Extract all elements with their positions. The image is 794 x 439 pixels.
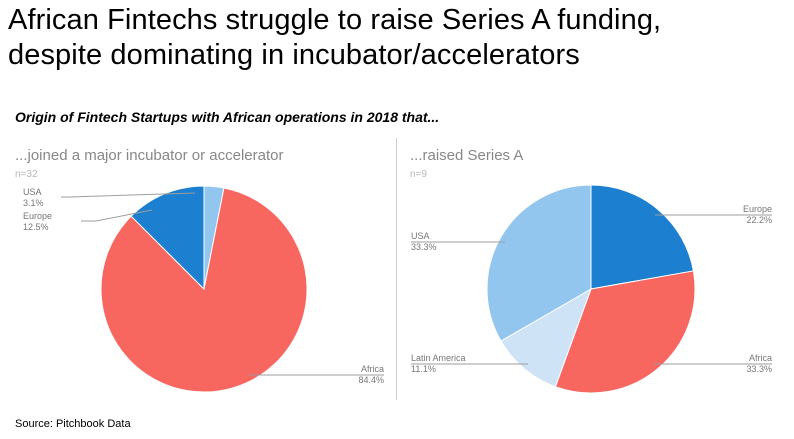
leader-line-incubator-usa bbox=[61, 192, 196, 198]
pie-incubator-value-africa: 84.4% bbox=[358, 375, 384, 385]
pie-series-a-value-africa: 33.3% bbox=[746, 364, 772, 374]
pie-title-series-a: ...raised Series A bbox=[410, 147, 523, 164]
pie-series-a-slice-usa bbox=[486, 184, 592, 342]
pie-incubator-label-europe: Europe bbox=[23, 211, 52, 221]
pie-series-a-value-usa: 33.3% bbox=[411, 242, 437, 252]
pie-incubator-value-europe: 12.5% bbox=[23, 222, 49, 232]
pie-incubator-value-usa: 3.1% bbox=[23, 198, 44, 208]
pie-panel-incubator: ...joined a major incubator or accelerat… bbox=[15, 147, 384, 393]
pie-series-a-label-africa: Africa bbox=[749, 353, 772, 363]
pie-incubator-label-usa: USA bbox=[23, 187, 42, 197]
pie-incubator-slice-africa bbox=[100, 187, 308, 393]
pie-series-a-value-latin-america: 11.1% bbox=[411, 364, 436, 374]
pie-series-a-label-latin-america: Latin America bbox=[411, 353, 466, 363]
chart-subtitle: Origin of Fintech Startups with African … bbox=[15, 109, 440, 125]
pie-series-a-slice-africa bbox=[554, 270, 696, 394]
pie-series-a-label-europe: Europe bbox=[743, 204, 772, 214]
chart-title-line-1: African Fintechs struggle to raise Serie… bbox=[8, 4, 662, 36]
source-note: Source: Pitchbook Data bbox=[15, 418, 131, 430]
pie-panel-series-a: ...raised Series A n=9 USA 33.3% Europe … bbox=[410, 147, 772, 394]
pie-incubator-label-africa: Africa bbox=[361, 364, 384, 374]
pie-n-series-a: n=9 bbox=[410, 169, 427, 180]
pie-incubator bbox=[100, 185, 308, 393]
pie-series-a-slice-latin-america bbox=[500, 287, 592, 388]
pie-n-incubator: n=32 bbox=[15, 169, 38, 180]
panel-divider bbox=[396, 138, 397, 400]
pie-title-incubator: ...joined a major incubator or accelerat… bbox=[15, 147, 283, 164]
pie-series-a-label-usa: USA bbox=[411, 231, 430, 241]
pie-series-a-value-europe: 22.2% bbox=[746, 215, 772, 225]
pie-series-a bbox=[486, 184, 696, 394]
leader-line-incubator-europe bbox=[81, 209, 153, 222]
pie-series-a-slice-europe bbox=[590, 184, 694, 290]
chart-title-line-2: despite dominating in incubator/accelera… bbox=[8, 39, 580, 71]
